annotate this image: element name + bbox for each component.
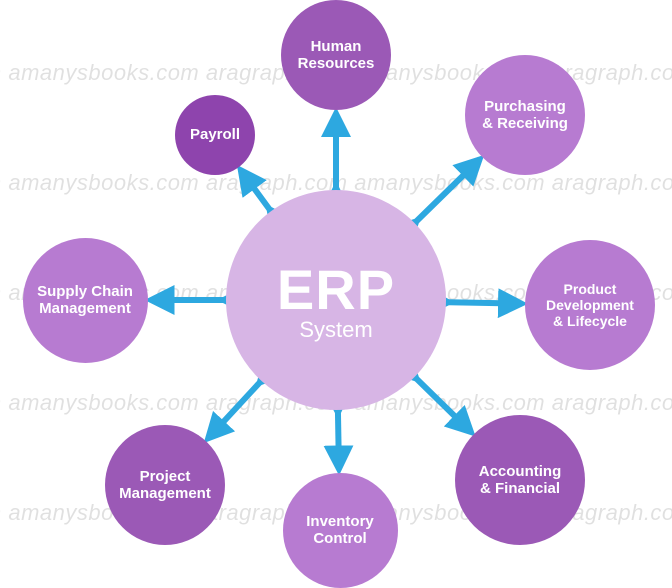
center-node: ERP System	[226, 190, 446, 410]
node-label: Supply ChainManagement	[37, 283, 133, 318]
node-accounting: Accounting& Financial	[455, 415, 585, 545]
node-label: Purchasing& Receiving	[482, 98, 568, 133]
edge-product	[449, 302, 522, 303]
node-label: ProductDevelopment& Lifecycle	[546, 281, 634, 329]
center-node-content: ERP System	[277, 258, 395, 342]
node-supply: Supply ChainManagement	[23, 238, 148, 363]
node-project: ProjectManagement	[105, 425, 225, 545]
node-product: ProductDevelopment& Lifecycle	[525, 240, 655, 370]
node-purchasing: Purchasing& Receiving	[465, 55, 585, 175]
node-hr: HumanResources	[281, 0, 391, 110]
node-label: HumanResources	[298, 38, 375, 73]
node-label: InventoryControl	[306, 513, 374, 548]
edge-inventory	[338, 413, 339, 470]
edge-project	[208, 383, 260, 439]
edge-payroll	[240, 170, 269, 209]
node-inventory: InventoryControl	[283, 473, 398, 588]
edge-accounting	[417, 379, 472, 432]
node-label: ProjectManagement	[119, 468, 211, 503]
center-label-main: ERP	[277, 258, 395, 322]
node-payroll: Payroll	[175, 95, 255, 175]
diagram-canvas: aragraph.com amanysbooks.com aragraph.co…	[0, 0, 672, 588]
edge-purchasing	[417, 159, 480, 221]
node-label: Payroll	[190, 126, 240, 143]
node-label: Accounting& Financial	[479, 463, 562, 498]
